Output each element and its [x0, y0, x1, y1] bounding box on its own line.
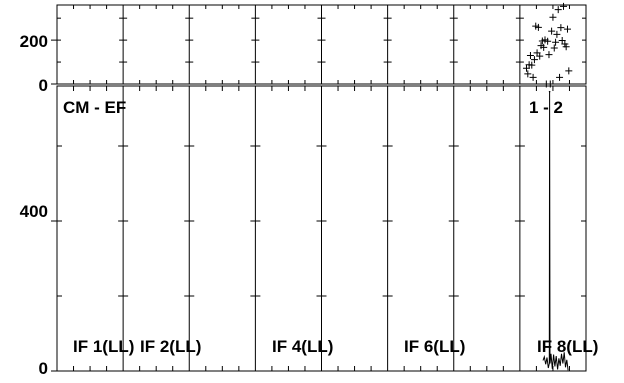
phase-point: [544, 37, 552, 45]
phase-tick-label-200: 200: [20, 32, 48, 51]
if-label-1: IF 1(LL): [73, 337, 134, 356]
phase-tick-label-0: 0: [39, 76, 48, 95]
phase-point: [556, 73, 564, 81]
if-label-8: IF 8(LL): [537, 337, 598, 356]
phase-points: [522, 2, 573, 88]
if-label-6: IF 6(LL): [404, 337, 465, 356]
phase-point: [565, 67, 573, 75]
if-separators: [122, 5, 521, 371]
phase-point: [557, 24, 565, 32]
phase-point: [546, 80, 554, 88]
phase-point: [536, 52, 544, 60]
antenna-pair-label: 1 - 2: [529, 98, 563, 117]
phase-point: [550, 44, 558, 52]
phase-point: [524, 70, 532, 78]
if-label-4: IF 4(LL): [272, 337, 333, 356]
baseline-label: CM - EF: [63, 98, 126, 117]
phase-point: [530, 56, 538, 64]
phase-point: [529, 73, 537, 81]
phase-point: [554, 6, 562, 14]
phase-point: [553, 30, 561, 38]
phase-point: [558, 37, 566, 45]
amp-tick-label-0: 0: [39, 359, 48, 378]
phase-point: [534, 23, 542, 31]
amplitude-series: [542, 90, 569, 371]
tick-marks: [51, 5, 586, 372]
phase-point: [526, 51, 534, 59]
if-label-2: IF 2(LL): [140, 337, 201, 356]
phase-point: [522, 64, 530, 72]
phase-point: [549, 13, 557, 21]
amp-tick-label-400: 400: [20, 202, 48, 221]
phase-point: [560, 2, 568, 10]
phase-point: [548, 27, 556, 35]
phase-point: [562, 43, 570, 51]
phase-point: [545, 51, 553, 59]
phase-point: [528, 61, 536, 69]
phase-point: [552, 38, 560, 46]
amplitude-line: [542, 91, 569, 371]
phase-point: [563, 25, 571, 33]
amplitude-peak-point: [548, 90, 551, 93]
plot-labels: 200 0 400 0 CM - EF 1 - 2 IF 1(LL) IF 2(…: [20, 32, 599, 378]
phase-point: [540, 43, 548, 51]
